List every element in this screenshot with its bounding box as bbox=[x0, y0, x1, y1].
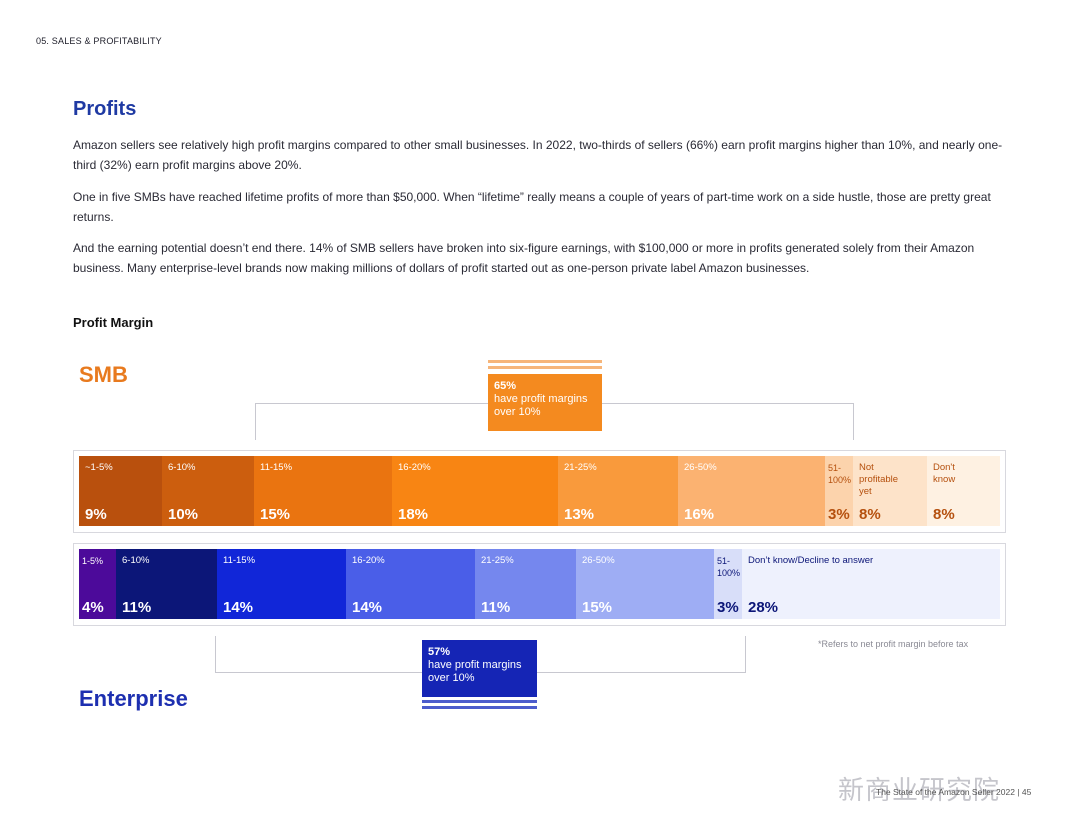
paragraph-2: One in five SMBs have reached lifetime p… bbox=[73, 190, 991, 224]
page-footer: The State of the Amazon Seller 2022 | 45 bbox=[876, 787, 1032, 797]
enterprise-callout: 57% have profit margins over 10% bbox=[422, 640, 537, 697]
smb-segment-label: 11-15% bbox=[260, 462, 293, 473]
enterprise-segment-value: 28% bbox=[748, 599, 779, 616]
enterprise-segment: Don’t know/Decline to answer 28% bbox=[742, 549, 1000, 619]
smb-segment-value: 18% bbox=[398, 506, 429, 523]
enterprise-segment: 1-5% 4% bbox=[79, 549, 116, 619]
smb-segment-label: 6-10% bbox=[168, 462, 196, 473]
enterprise-segment-value: 15% bbox=[582, 599, 613, 616]
enterprise-segment-label: 11-15% bbox=[223, 555, 256, 566]
enterprise-segment: 21-25% 11% bbox=[475, 549, 576, 619]
smb-segment: Don't know 8% bbox=[927, 456, 1000, 526]
enterprise-bar-frame: 1-5% 4% 6-10% 11% 11-15% 14% 16-20% 14% 21-25% 11… bbox=[73, 543, 1006, 626]
smb-segment: 16-20% 18% bbox=[392, 456, 558, 526]
smb-segment: ~1-5% 9% bbox=[79, 456, 162, 526]
smb-segment: Not profitable yet 8% bbox=[853, 456, 927, 526]
smb-segment: 21-25% 13% bbox=[558, 456, 678, 526]
enterprise-segment-value: 11% bbox=[481, 599, 511, 616]
smb-callout-stripe bbox=[488, 360, 602, 363]
enterprise-callout-value: 57% bbox=[428, 646, 451, 658]
footnote: *Refers to net profit margin before tax bbox=[818, 639, 969, 649]
smb-segment-value: 13% bbox=[564, 506, 595, 523]
smb-segment-label: Don't know bbox=[933, 462, 956, 485]
enterprise-segment-value: 14% bbox=[223, 599, 254, 616]
enterprise-segment: 51- 100% 3% bbox=[714, 549, 742, 619]
section-tag: 05. SALES & PROFITABILITY bbox=[36, 36, 162, 46]
smb-segment: 6-10% 10% bbox=[162, 456, 254, 526]
smb-callout-stripe bbox=[488, 366, 602, 369]
enterprise-segment-label: 21-25% bbox=[481, 555, 514, 566]
smb-segment: 26-50% 16% bbox=[678, 456, 825, 526]
smb-segment-label: 51- 100% bbox=[828, 463, 852, 485]
smb-bar-frame: ~1-5% 9% 6-10% 10% 11-15% 15% 16-20% 18% 21-25% 1… bbox=[73, 450, 1006, 533]
smb-segment-label: ~1-5% bbox=[85, 462, 113, 473]
enterprise-callout-text: have profit margins over 10% bbox=[428, 659, 522, 684]
smb-segment-label: 21-25% bbox=[564, 462, 597, 473]
enterprise-segment-label: 1-5% bbox=[82, 556, 104, 566]
enterprise-segment-value: 4% bbox=[82, 599, 104, 616]
enterprise-segment-value: 11% bbox=[122, 599, 152, 616]
smb-segment-label: 16-20% bbox=[398, 462, 431, 473]
chart-title: Profit Margin bbox=[73, 315, 154, 330]
smb-segment: 11-15% 15% bbox=[254, 456, 392, 526]
enterprise-segment-label: 6-10% bbox=[122, 555, 150, 566]
smb-callout: 65% have profit margins over 10% bbox=[488, 374, 602, 431]
enterprise-segment-value: 14% bbox=[352, 599, 383, 616]
enterprise-group-label: Enterprise bbox=[79, 686, 188, 711]
enterprise-segment-label: 26-50% bbox=[582, 555, 615, 566]
enterprise-segment-value: 3% bbox=[717, 599, 739, 616]
smb-segment: 51- 100% 3% bbox=[825, 456, 853, 526]
enterprise-segment-label: Don’t know/Decline to answer bbox=[748, 555, 874, 566]
paragraph-1: Amazon sellers see relatively high profi… bbox=[73, 138, 1003, 172]
enterprise-segment: 11-15% 14% bbox=[217, 549, 346, 619]
enterprise-callout-stripe bbox=[422, 706, 537, 709]
page-title: Profits bbox=[73, 98, 137, 120]
smb-segment-value: 8% bbox=[859, 506, 881, 523]
enterprise-callout-stripe bbox=[422, 700, 537, 703]
smb-segment-value: 16% bbox=[684, 506, 715, 523]
enterprise-segment-label: 51- 100% bbox=[717, 556, 741, 578]
enterprise-segment-label: 16-20% bbox=[352, 555, 385, 566]
smb-segment-value: 8% bbox=[933, 506, 955, 523]
smb-segment-label: Not profitable yet bbox=[859, 462, 899, 497]
enterprise-segment: 6-10% 11% bbox=[116, 549, 217, 619]
enterprise-segment: 26-50% 15% bbox=[576, 549, 714, 619]
watermark: 新商业研究院 bbox=[838, 775, 1001, 805]
smb-segment-value: 15% bbox=[260, 506, 291, 523]
smb-segment-value: 10% bbox=[168, 506, 199, 523]
enterprise-segment: 16-20% 14% bbox=[346, 549, 475, 619]
smb-group-label: SMB bbox=[79, 362, 128, 387]
smb-segment-label: 26-50% bbox=[684, 462, 717, 473]
paragraph-3: And the earning potential doesn’t end th… bbox=[73, 241, 975, 275]
smb-callout-value: 65% bbox=[494, 380, 517, 392]
smb-segment-value: 3% bbox=[828, 506, 850, 523]
smb-callout-text: have profit margins over 10% bbox=[494, 393, 588, 418]
smb-segment-value: 9% bbox=[85, 506, 107, 523]
